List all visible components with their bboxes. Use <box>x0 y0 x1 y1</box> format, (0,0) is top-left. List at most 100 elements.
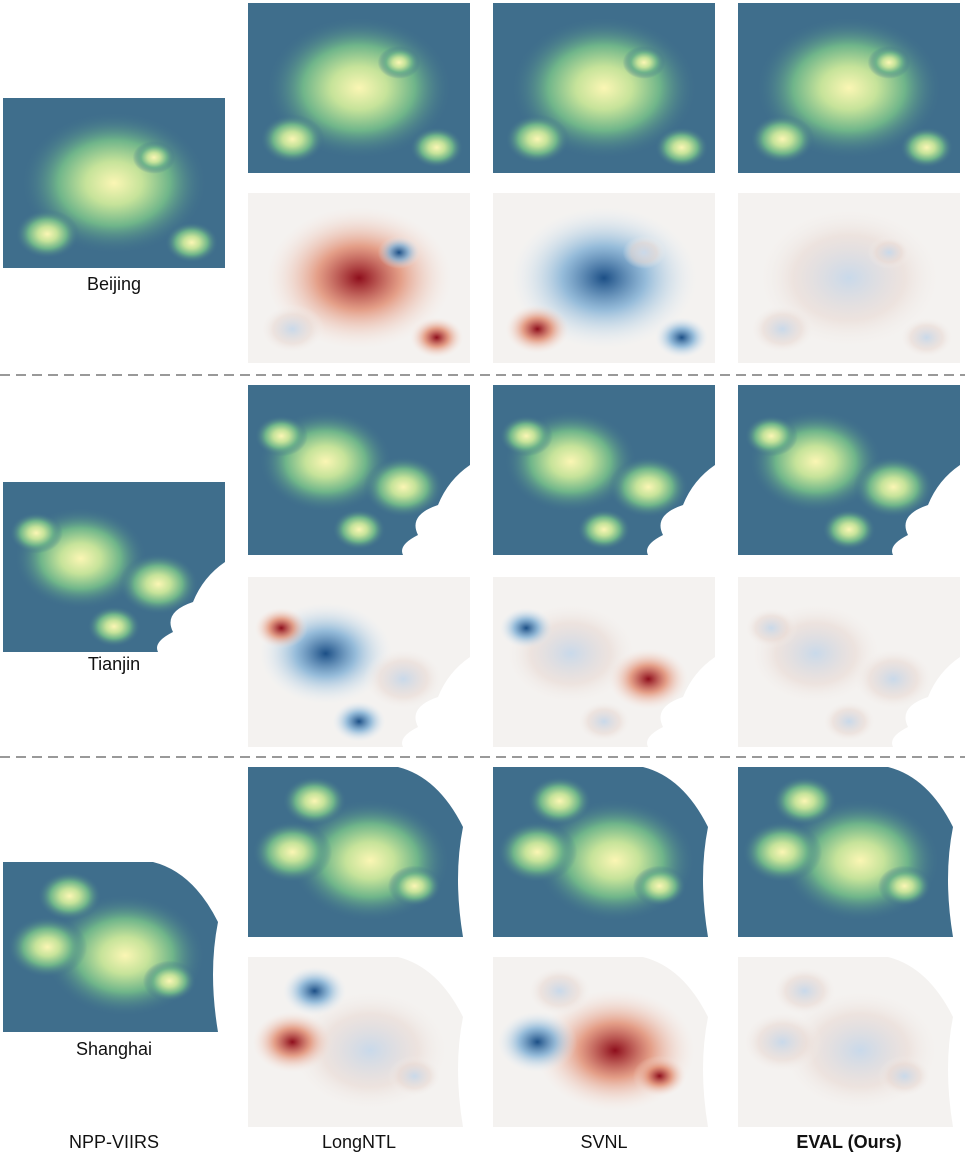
nightlight-map <box>3 482 225 652</box>
map-blob <box>252 1011 333 1073</box>
column-label: NPP-VIIRS <box>69 1132 159 1152</box>
map-blob <box>900 127 954 168</box>
coast-cutout <box>157 562 225 652</box>
map-blob <box>608 648 689 710</box>
map-blob <box>742 1011 823 1073</box>
coast-cutout <box>647 657 715 747</box>
map-blob <box>505 304 570 354</box>
coast-cutout <box>402 465 470 555</box>
map-blob <box>744 415 798 457</box>
map-blob <box>527 966 592 1016</box>
map-blob <box>282 776 347 826</box>
nightlight-map <box>248 3 470 173</box>
map-blob <box>877 865 932 907</box>
map-blob <box>877 1055 932 1097</box>
column-label: SVNL <box>580 1132 627 1152</box>
nightlight-map <box>493 385 715 555</box>
map-blob <box>254 415 308 457</box>
map-blob <box>363 648 444 710</box>
map-blob <box>410 317 464 358</box>
map-blob <box>332 701 386 742</box>
difference-map <box>493 193 715 363</box>
map-blob <box>387 865 442 907</box>
map-blob <box>37 871 102 921</box>
map-blob <box>118 553 199 615</box>
map-blob <box>7 916 88 978</box>
map-blob <box>132 141 176 174</box>
map-blob <box>822 509 876 550</box>
coast-cutout <box>643 957 715 1127</box>
map-blob <box>632 865 687 907</box>
coast-cutout <box>398 767 470 937</box>
map-blob <box>497 1011 578 1073</box>
difference-map <box>248 577 470 747</box>
map-blob <box>15 209 80 259</box>
map-blob <box>499 415 553 457</box>
map-blob <box>387 1055 442 1097</box>
difference-map <box>738 957 960 1127</box>
map-blob <box>632 1055 687 1097</box>
map-blob <box>655 127 709 168</box>
map-blob <box>165 222 219 263</box>
map-blob <box>750 304 815 354</box>
map-blob <box>377 236 421 269</box>
map-blob <box>505 114 570 164</box>
map-blob <box>260 114 325 164</box>
coast-cutout <box>892 465 960 555</box>
map-blob <box>497 821 578 883</box>
coast-cutout <box>643 767 715 937</box>
map-blob <box>853 456 934 518</box>
map-blob <box>527 776 592 826</box>
map-blob <box>9 512 63 554</box>
coast-cutout <box>647 465 715 555</box>
coast-cutout <box>888 957 960 1127</box>
map-blob <box>822 701 876 742</box>
map-blob <box>254 607 308 649</box>
column-label: EVAL (Ours) <box>796 1132 901 1152</box>
coast-cutout <box>402 657 470 747</box>
column-label: LongNTL <box>322 1132 396 1152</box>
coast-cutout <box>153 862 225 1032</box>
map-blob <box>260 304 325 354</box>
map-blob <box>900 317 954 358</box>
map-blob <box>867 46 911 79</box>
map-blob <box>577 701 631 742</box>
city-label: Beijing <box>87 274 141 294</box>
map-blob <box>499 607 553 649</box>
nightlight-map <box>738 767 960 937</box>
coast-cutout <box>892 657 960 747</box>
map-blob <box>142 960 197 1002</box>
map-blob <box>332 509 386 550</box>
difference-map <box>493 957 715 1127</box>
nightlight-map <box>738 385 960 555</box>
city-label: Shanghai <box>76 1039 152 1059</box>
map-blob <box>410 127 464 168</box>
map-blob <box>363 456 444 518</box>
map-blob <box>772 776 837 826</box>
coast-cutout <box>888 767 960 937</box>
map-blob <box>87 606 141 647</box>
map-blob <box>622 46 666 79</box>
difference-map <box>248 957 470 1127</box>
difference-map <box>493 577 715 747</box>
nightlight-map <box>3 98 225 268</box>
nightlight-map <box>3 862 225 1032</box>
difference-map <box>738 193 960 363</box>
nightlight-map <box>493 767 715 937</box>
map-blob <box>744 607 798 649</box>
difference-map <box>248 193 470 363</box>
nightlight-map <box>248 767 470 937</box>
map-blob <box>867 236 911 269</box>
city-label: Tianjin <box>88 654 140 674</box>
map-blob <box>252 821 333 883</box>
nightlight-map <box>738 3 960 173</box>
map-blob <box>377 46 421 79</box>
map-blob <box>655 317 709 358</box>
map-blob <box>742 821 823 883</box>
map-blob <box>750 114 815 164</box>
map-blob <box>577 509 631 550</box>
map-blob <box>853 648 934 710</box>
coast-cutout <box>398 957 470 1127</box>
map-blob <box>282 966 347 1016</box>
